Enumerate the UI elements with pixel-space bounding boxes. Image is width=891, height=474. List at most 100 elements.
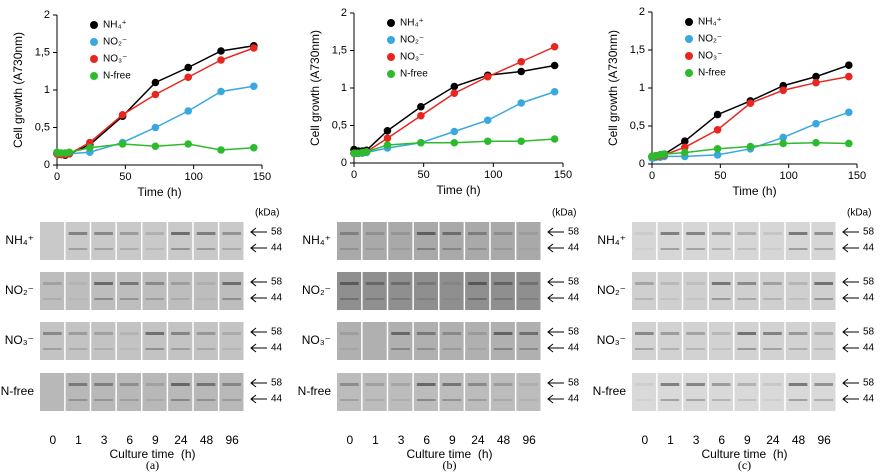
blot-band xyxy=(171,348,190,350)
x-tick-label: 0 xyxy=(54,171,60,183)
blot-band xyxy=(68,232,88,235)
x-tick-label: 50 xyxy=(714,170,726,182)
lane-label: 48 xyxy=(200,433,214,447)
data-point xyxy=(450,89,459,98)
blot-band xyxy=(788,282,808,285)
y-axis-label: Cell growth (A730nm) xyxy=(11,32,25,148)
legend-marker xyxy=(90,55,98,63)
blot-band xyxy=(635,232,654,235)
blot-lane xyxy=(168,222,193,260)
blot-band xyxy=(391,399,410,401)
data-point xyxy=(713,110,722,119)
y-tick-label: 0,5 xyxy=(35,121,50,133)
blot-band xyxy=(43,282,62,285)
blot-band xyxy=(391,232,410,235)
marker-label: 44 xyxy=(568,394,580,405)
data-point xyxy=(151,123,160,132)
data-point xyxy=(713,151,722,159)
blot-band xyxy=(222,348,241,350)
data-point xyxy=(681,148,689,157)
blot-lane xyxy=(811,272,836,310)
legend-label: NO₂⁻ xyxy=(400,35,424,46)
blot-band xyxy=(635,399,654,401)
blot-lane xyxy=(465,373,490,411)
blot-band xyxy=(442,399,462,401)
blot-band xyxy=(763,332,782,335)
blot-lane xyxy=(516,373,541,411)
blot-band xyxy=(635,282,654,285)
data-point xyxy=(550,87,559,96)
data-point xyxy=(779,139,787,148)
blot-lane xyxy=(785,272,810,310)
blot-band xyxy=(222,232,241,235)
marker-arrow xyxy=(842,327,859,337)
blot-band xyxy=(737,282,757,285)
lane-label: 1 xyxy=(667,433,674,447)
legend-marker xyxy=(387,19,395,27)
blot-band xyxy=(196,248,216,250)
legend-label: NO₃⁻ xyxy=(698,51,722,62)
marker-arrow xyxy=(547,343,564,353)
blot-band xyxy=(788,399,808,401)
blot-lane xyxy=(142,322,167,360)
blot-band xyxy=(711,248,731,250)
blot-lane xyxy=(388,222,413,260)
marker-label: 44 xyxy=(863,343,875,354)
blot-band xyxy=(340,232,359,235)
blot-band xyxy=(763,298,782,300)
data-point xyxy=(681,143,689,152)
lane-label: 9 xyxy=(152,433,159,447)
blot-band xyxy=(119,232,139,235)
blot-band xyxy=(660,332,680,335)
blot-band xyxy=(196,298,216,300)
blot-band xyxy=(68,332,88,335)
blot-lane xyxy=(490,373,515,411)
blot-band xyxy=(94,348,113,350)
marker-label: 44 xyxy=(568,243,580,254)
x-tick-label: 0 xyxy=(351,169,357,181)
blot-band xyxy=(222,383,241,386)
blot-lane xyxy=(413,373,438,411)
blot-band xyxy=(119,348,139,350)
blot-lane xyxy=(65,222,90,260)
lane-label: 24 xyxy=(471,433,485,447)
blot-band xyxy=(145,383,165,386)
blot-band xyxy=(468,383,487,386)
blot-band xyxy=(686,399,705,401)
data-point xyxy=(184,140,192,148)
data-point xyxy=(517,67,525,76)
blot-x-label: Culture time (h) xyxy=(109,447,195,461)
blot-lane xyxy=(657,272,682,310)
marker-label: 44 xyxy=(863,293,875,304)
blot-lane xyxy=(708,322,733,360)
marker-arrow xyxy=(547,243,564,253)
marker-label: 58 xyxy=(863,327,875,338)
data-point xyxy=(779,133,787,142)
blot-lane xyxy=(683,272,708,310)
blot-band xyxy=(711,282,731,285)
blot-band xyxy=(814,383,833,386)
data-point xyxy=(779,86,787,95)
blot-band xyxy=(340,298,359,300)
blot-lane xyxy=(65,322,90,360)
blot-band xyxy=(788,232,808,235)
marker-arrow xyxy=(547,327,564,337)
blot-lane xyxy=(516,322,541,360)
blot-band xyxy=(196,399,216,401)
blot-lane xyxy=(465,272,490,310)
blot-band xyxy=(814,348,833,350)
blot-band xyxy=(711,232,731,235)
x-tick-label: 150 xyxy=(554,169,572,181)
blot-lane xyxy=(142,222,167,260)
blot-band xyxy=(814,232,833,235)
blot-band xyxy=(493,298,513,300)
blot-band xyxy=(737,248,757,250)
blot-band xyxy=(711,348,731,350)
marker-label: 44 xyxy=(271,394,283,405)
blot-band xyxy=(686,248,705,250)
blot-band xyxy=(68,282,88,285)
x-tick-label: 50 xyxy=(119,171,131,183)
marker-label: 44 xyxy=(568,293,580,304)
blot-band xyxy=(145,232,165,235)
x-tick-label: 50 xyxy=(418,169,430,181)
